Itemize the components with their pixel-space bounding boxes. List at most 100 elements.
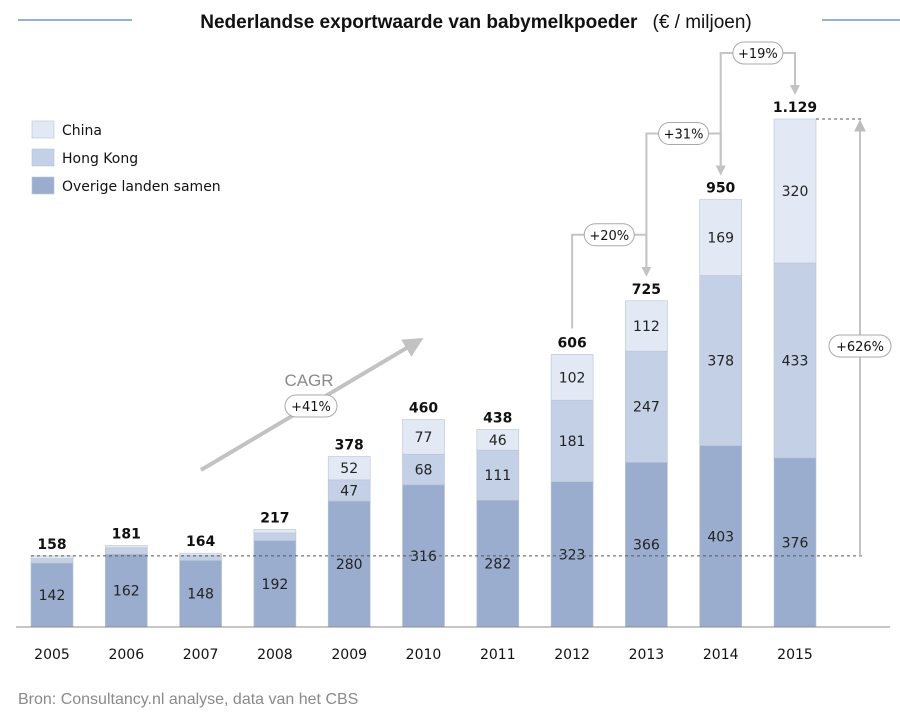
bar-segment bbox=[773, 262, 817, 459]
segment-label: 112 bbox=[633, 319, 660, 335]
total-label: 725 bbox=[632, 282, 661, 298]
segment-label: 403 bbox=[707, 529, 734, 545]
bar-segment bbox=[327, 456, 371, 481]
growth-pill bbox=[732, 41, 784, 65]
total-label: 438 bbox=[483, 410, 512, 426]
bar-segment bbox=[699, 445, 743, 628]
segment-label: 192 bbox=[262, 577, 289, 593]
chart-title: Nederlandse exportwaarde van babymelkpoe… bbox=[200, 12, 752, 33]
x-tick-label: 2006 bbox=[108, 647, 144, 663]
segment-label: 366 bbox=[633, 538, 660, 554]
growth-pill bbox=[658, 122, 710, 146]
x-tick-label: 2011 bbox=[480, 647, 516, 663]
bar-segment bbox=[402, 419, 445, 455]
bar-segment bbox=[105, 553, 148, 628]
growth-pill-label: +19% bbox=[738, 47, 778, 62]
total-label: 158 bbox=[37, 537, 66, 553]
x-tick-label: 2008 bbox=[257, 647, 293, 663]
bar-segment bbox=[625, 350, 668, 463]
segment-label: 47 bbox=[340, 483, 358, 499]
bar-segment bbox=[105, 547, 148, 555]
growth-pill bbox=[583, 223, 635, 247]
total-label: 606 bbox=[557, 335, 586, 351]
bar-segment bbox=[179, 552, 222, 556]
segment-label: 77 bbox=[415, 430, 433, 446]
annotations: CAGR +41% +20% +31% +19% +626% bbox=[31, 41, 892, 557]
chart-title-unit: (€ / miljoen) bbox=[653, 12, 752, 33]
legend: China Hong Kong Overige landen samen bbox=[31, 120, 221, 195]
segment-label: 148 bbox=[187, 587, 214, 603]
bar-segment bbox=[699, 199, 743, 276]
x-tick-label: 2007 bbox=[183, 647, 219, 663]
legend-swatch bbox=[31, 148, 55, 167]
bar-segment bbox=[30, 562, 74, 628]
bar-segment bbox=[476, 499, 520, 628]
segment-label: 162 bbox=[113, 584, 140, 600]
bar-segment bbox=[550, 399, 594, 482]
legend-label: Hong Kong bbox=[62, 151, 138, 167]
x-tick-label: 2014 bbox=[703, 647, 739, 663]
x-tick-label: 2005 bbox=[34, 647, 70, 663]
bar-segment bbox=[699, 275, 743, 446]
growth-pill-label: +626% bbox=[836, 340, 884, 355]
bar-segment bbox=[253, 532, 297, 541]
total-label: 378 bbox=[335, 437, 364, 453]
growth-pill-label: +31% bbox=[664, 128, 704, 143]
bar-segment bbox=[402, 453, 445, 486]
segment-label: 68 bbox=[415, 463, 433, 479]
legend-swatch bbox=[31, 120, 55, 139]
growth-pill-label: +20% bbox=[589, 229, 629, 244]
growth-pill-label: +41% bbox=[291, 400, 331, 415]
total-label: 181 bbox=[112, 527, 141, 543]
bar-segment bbox=[550, 481, 594, 628]
chart-title-main: Nederlandse exportwaarde van babymelkpoe… bbox=[200, 12, 638, 33]
bar-segment bbox=[550, 354, 594, 401]
segment-label: 280 bbox=[336, 557, 363, 573]
legend-label: China bbox=[62, 123, 102, 139]
legend-label: Overige landen samen bbox=[62, 179, 221, 195]
bar-segment bbox=[476, 429, 520, 451]
x-tick-label: 2010 bbox=[406, 647, 442, 663]
segment-label: 282 bbox=[484, 557, 511, 573]
segment-label: 316 bbox=[410, 549, 437, 565]
cagr-label: CAGR bbox=[284, 371, 333, 390]
segment-label: 181 bbox=[559, 434, 586, 450]
bar-segment bbox=[253, 529, 297, 534]
bar-segment bbox=[30, 558, 74, 564]
total-label: 164 bbox=[186, 534, 215, 550]
segment-label: 102 bbox=[559, 370, 586, 386]
bar-segment bbox=[179, 560, 222, 628]
segment-label: 323 bbox=[559, 547, 586, 563]
x-tick-label: 2013 bbox=[629, 647, 665, 663]
growth-pill bbox=[828, 334, 892, 358]
bar-segment bbox=[773, 118, 817, 264]
total-label: 460 bbox=[409, 401, 438, 417]
x-tick-label: 2012 bbox=[554, 647, 590, 663]
segment-label: 169 bbox=[707, 231, 734, 247]
x-tick-label: 2015 bbox=[777, 647, 813, 663]
bars: 142 158 162 181 148 164 192 217 280 47 52 378 316 68 7… bbox=[30, 100, 817, 628]
bar-segment bbox=[327, 500, 371, 628]
total-label: 950 bbox=[706, 181, 735, 197]
segment-label: 111 bbox=[484, 468, 511, 484]
segment-label: 46 bbox=[489, 433, 507, 449]
total-label: 217 bbox=[260, 510, 289, 526]
segment-label: 376 bbox=[782, 535, 809, 551]
growth-pill bbox=[284, 394, 338, 418]
segment-label: 320 bbox=[782, 184, 809, 200]
bar-segment bbox=[773, 457, 817, 628]
bar-segment bbox=[476, 449, 520, 501]
total-label: 1.129 bbox=[773, 100, 817, 116]
legend-swatch bbox=[31, 176, 55, 195]
bar-segment bbox=[105, 545, 148, 549]
source-note: Bron: Consultancy.nl analyse, data van h… bbox=[18, 691, 358, 708]
x-tick-label: 2009 bbox=[331, 647, 367, 663]
segment-label: 433 bbox=[782, 353, 809, 369]
segment-label: 378 bbox=[707, 354, 734, 370]
bar-segment bbox=[625, 462, 668, 628]
segment-label: 142 bbox=[39, 588, 66, 604]
segment-label: 247 bbox=[633, 400, 660, 416]
segment-label: 52 bbox=[340, 461, 358, 477]
bar-segment bbox=[625, 300, 668, 352]
